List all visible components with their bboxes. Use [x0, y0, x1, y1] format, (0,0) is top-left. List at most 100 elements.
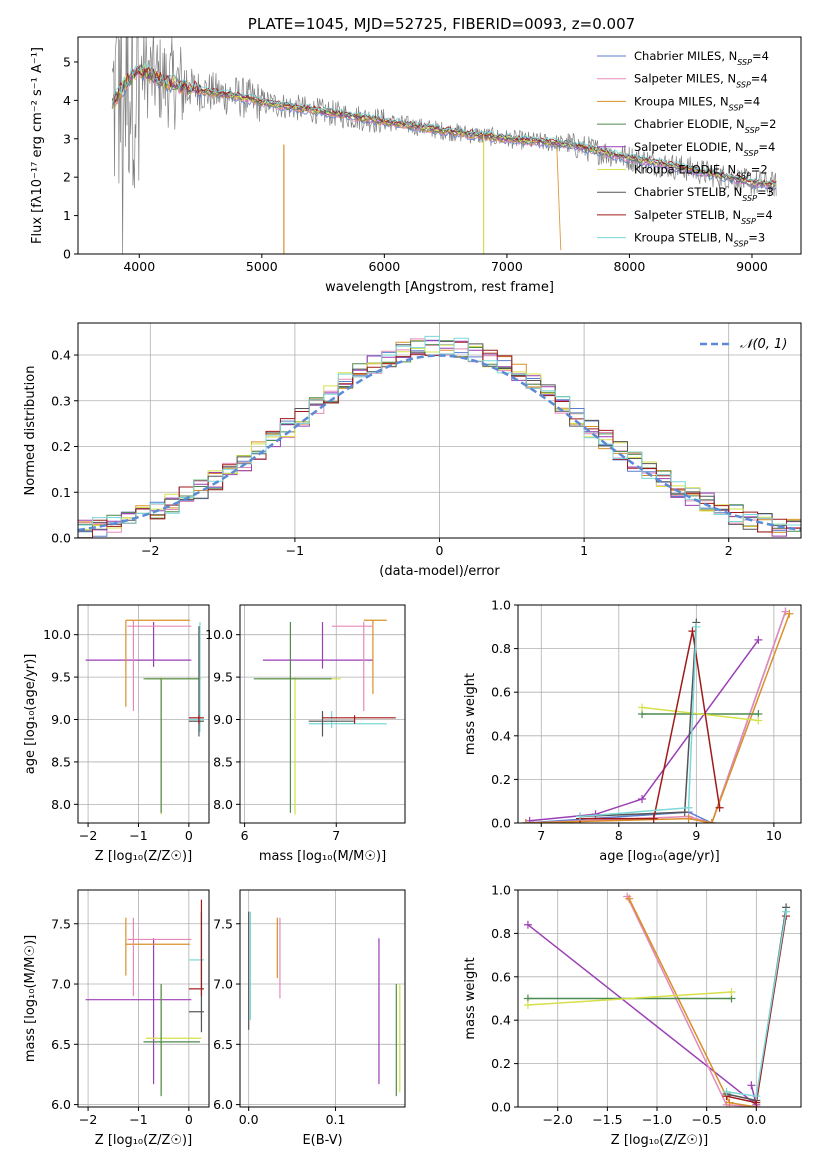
x-tick-label: 1	[580, 543, 588, 558]
x-tick-label: −1	[286, 543, 304, 558]
series-line	[626, 896, 757, 1107]
series-kroupa-miles	[521, 609, 794, 823]
errorbar-salpeter-elodie	[85, 621, 192, 667]
point-marker	[707, 819, 716, 823]
chart-weight-vs-age: 7 8 9 10 0.0 0.2 0.4 0.6 0.8 1.0 age [log₁₀(age/yr…	[463, 598, 802, 864]
x-tick-label: 2	[725, 543, 733, 558]
errorbar-salpeter-stelib	[322, 715, 396, 724]
errorbar-salpeter-elodie	[262, 621, 373, 669]
plot-area	[85, 899, 204, 1097]
legend-subscript: SSP	[729, 103, 744, 112]
y-tick-label: 0.4	[491, 1013, 511, 1028]
legend-entry: Kroupa MILES, NSSP=4	[634, 94, 760, 112]
plot-area	[111, 37, 777, 254]
chart-weight-vs-Z: −2.0 −1.5 −1.0 −0.5 0.0 0.0 0.2 0.4 0.6 0.8 1.0 Z […	[463, 883, 802, 1148]
x-axis-label: Z [log₁₀(Z/Z☉)]	[611, 1133, 708, 1148]
x-tick-label: 7	[332, 828, 340, 843]
x-tick-label: −1.5	[592, 1112, 622, 1127]
point-marker	[785, 609, 794, 618]
x-tick-label: 0	[185, 828, 193, 843]
y-tick-label: 6.5	[213, 1037, 233, 1052]
legend-entry: Chabrier ELODIE, NSSP=2	[634, 117, 776, 135]
point-marker	[692, 622, 701, 631]
legend-subscript: SSP	[745, 126, 760, 135]
legend-suffix: =4	[743, 94, 760, 108]
y-tick-label: 0.3	[51, 393, 71, 408]
errorbar-kroupa-stelib	[188, 621, 204, 733]
y-tick-label: 8.5	[51, 754, 71, 769]
x-axis-label: mass [log₁₀(M/M☉)]	[259, 849, 386, 864]
series-line	[579, 622, 698, 818]
point-marker	[725, 1098, 734, 1107]
series-line	[628, 898, 757, 1107]
y-tick-label: 1.0	[491, 883, 511, 898]
legend-label: Salpeter STELIB, N	[634, 208, 741, 222]
x-axis-label: age [log₁₀(age/yr)]	[599, 849, 720, 864]
errorbar-salpeter-miles	[331, 621, 373, 712]
y-tick-label: 7.0	[213, 977, 233, 992]
point-marker	[625, 894, 634, 903]
x-tick-label: −1	[129, 828, 147, 843]
x-tick-label: 0.0	[746, 1112, 766, 1127]
x-tick-label: −2	[141, 543, 159, 558]
legend-suffix: =4	[758, 140, 775, 154]
point-marker	[649, 814, 658, 823]
series-line	[525, 611, 787, 823]
x-tick-label: 7000	[491, 259, 523, 274]
y-tick-label: 7.5	[213, 916, 233, 931]
series-line	[527, 924, 758, 1107]
y-tick-label: 3	[63, 131, 71, 146]
x-tick-label: 8000	[614, 259, 646, 274]
series-line	[579, 626, 698, 818]
plot-area	[253, 619, 396, 815]
axes-frame	[77, 604, 210, 824]
plot-area	[248, 911, 401, 1097]
legend-suffix: =4	[756, 208, 773, 222]
chart-age-vs-Z: −2 −1 0 8.0 8.5 9.0 9.5 10.0 Z [log₁₀(Z/Z☉)] age …	[23, 604, 210, 864]
point-marker	[727, 987, 736, 996]
legend-label: Kroupa MILES, N	[634, 94, 729, 108]
x-tick-label: 0	[185, 1112, 193, 1127]
chart-spectrum: PLATE=1045, MJD=52725, FIBERID=0093, z=0…	[30, 15, 802, 295]
point-marker	[747, 1081, 756, 1090]
y-tick-label: 9.5	[213, 670, 233, 685]
chart-mass-vs-EBV: 0.0 0.1 6.0 6.5 7.0 7.5 E(B-V)	[213, 889, 406, 1148]
y-tick-label: 0.2	[491, 1056, 511, 1071]
x-tick-label: 6000	[368, 259, 400, 274]
legend-subscript: SSP	[737, 58, 752, 67]
series-salpeter-elodie	[525, 635, 763, 823]
chart-mass-vs-Z: −2 −1 0 6.0 6.5 7.0 7.5 Z [log₁₀(Z/Z☉)] mass [lo…	[23, 889, 210, 1148]
axes-frame	[239, 889, 406, 1108]
series-line	[580, 631, 721, 820]
y-tick-label: 9.5	[51, 670, 71, 685]
y-tick-label: 0.6	[491, 685, 511, 700]
errorbar-chabrier-elodie	[143, 984, 200, 1097]
y-tick-label: 0.8	[491, 926, 511, 941]
y-tick-label: 1	[63, 208, 71, 223]
legend-entry: Kroupa ELODIE, NSSP=2	[634, 163, 768, 181]
plot-area	[523, 892, 791, 1107]
plot-area	[78, 335, 801, 538]
legend-entry: Chabrier STELIB, NSSP=3	[634, 185, 774, 203]
point-marker	[688, 627, 697, 636]
y-tick-label: 0.8	[491, 641, 511, 656]
y-tick-label: 1.0	[491, 598, 511, 613]
legend-label: Salpeter ELODIE, N	[634, 140, 744, 154]
legend-entry: Salpeter ELODIE, NSSP=4	[634, 140, 775, 158]
legend-suffix: =3	[748, 231, 765, 245]
point-marker	[722, 1087, 731, 1096]
y-tick-label: 0.1	[51, 485, 71, 500]
x-tick-label: −2	[79, 828, 97, 843]
errorbar-chabrier-elodie	[143, 678, 200, 813]
x-tick-label: 6	[241, 828, 249, 843]
series-salpeter-miles	[623, 892, 761, 1107]
point-marker	[684, 803, 693, 812]
axes-frame	[77, 36, 802, 255]
x-tick-label: 0.1	[326, 1112, 346, 1127]
legend-suffix: =4	[752, 49, 769, 63]
legend-label: Chabrier ELODIE, N	[634, 117, 745, 131]
y-axis-label: mass weight	[463, 673, 478, 755]
point-marker	[782, 907, 791, 916]
y-tick-label: 0	[63, 247, 71, 262]
